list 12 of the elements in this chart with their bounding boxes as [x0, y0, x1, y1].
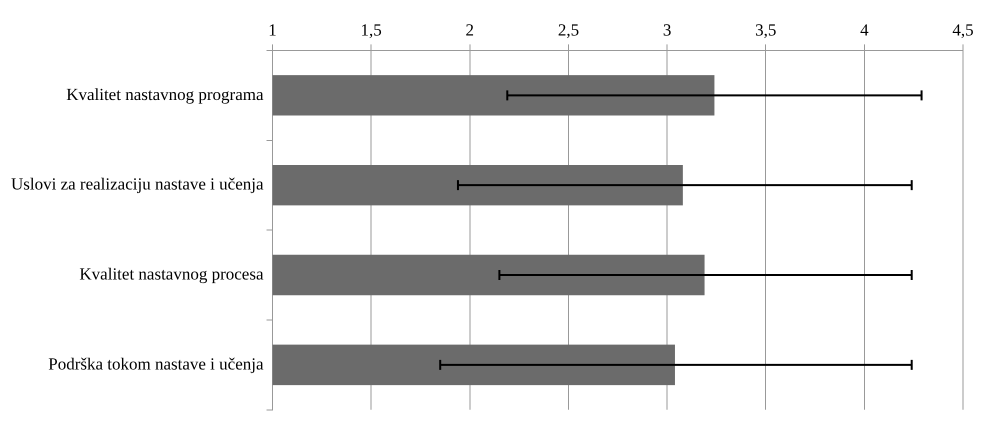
x-tick-label: 2 — [466, 20, 474, 40]
x-tick-label: 1,5 — [360, 20, 382, 40]
y-tick-label: Kvalitet nastavnog procesa — [79, 264, 264, 284]
x-tick-label: 1 — [268, 20, 277, 40]
x-tick-label: 2,5 — [558, 20, 580, 40]
x-tick-label: 4,5 — [952, 20, 974, 40]
y-tick-label: Uslovi za realizaciju nastave i učenja — [10, 174, 264, 194]
x-tick-label: 4 — [860, 20, 870, 40]
x-tick-label: 3,5 — [755, 20, 776, 40]
y-tick-label: Podrška tokom nastave i učenja — [48, 354, 264, 374]
x-tick-label: 3 — [662, 20, 672, 40]
y-tick-label: Kvalitet nastavnog programa — [66, 84, 264, 104]
